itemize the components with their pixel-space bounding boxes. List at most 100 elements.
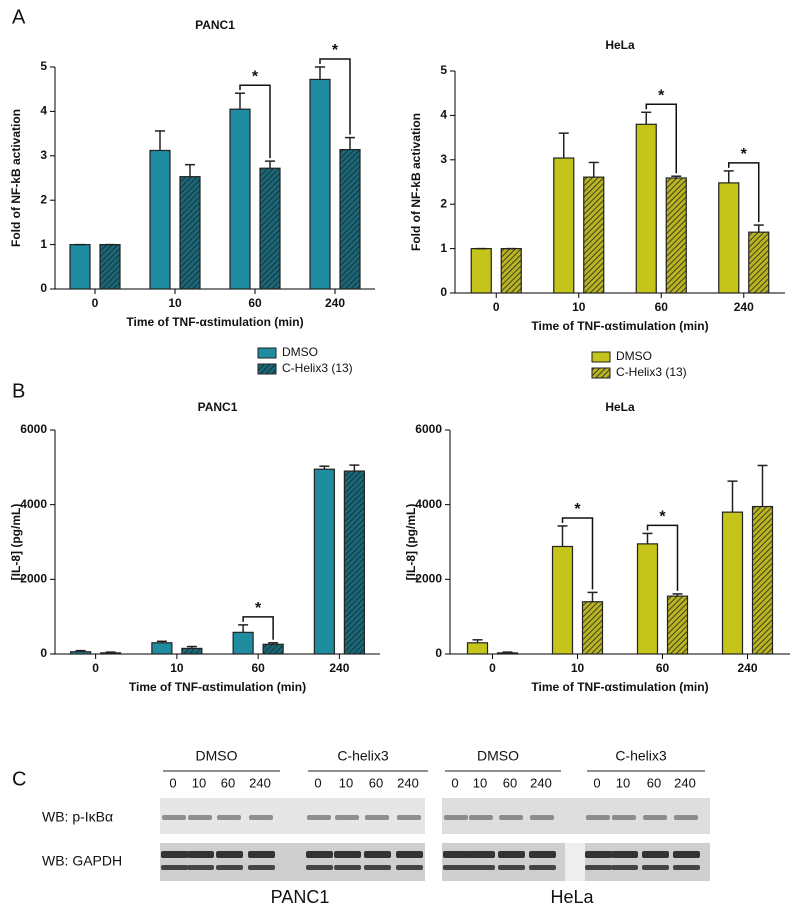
legend-swatch [257,347,277,359]
blot-lane-label: 240 [530,775,552,790]
x-axis-label: Time of TNF-αstimulation (min) [531,319,708,333]
blot-band [642,865,669,870]
legend-label: DMSO [616,349,652,363]
blot-band [529,851,556,858]
blot-band [585,865,612,870]
x-tick-label: 240 [329,661,349,675]
blot-band [612,815,636,820]
significance-label: * [252,68,259,85]
y-tick-label: 3 [40,148,47,162]
error-bar [75,649,86,652]
blot-band [187,865,214,870]
y-tick-label: 1 [440,241,447,255]
blot-band [306,865,333,870]
x-tick-label: 0 [493,300,500,314]
blot-group-label: DMSO [196,748,238,764]
significance-bracket [646,524,679,591]
bar [343,470,365,655]
blot-band [365,815,389,820]
blot-row-label: WB: GAPDH [42,853,122,869]
blot-band [611,851,638,858]
y-tick-label: 4000 [20,497,47,511]
legend-swatch [257,363,277,375]
bar [666,595,689,655]
bar [149,149,171,290]
blot-band [216,851,243,858]
error-bar [642,532,653,544]
blot-row-label: WB: p-IκBα [42,809,113,825]
significance-bracket [319,58,351,135]
blot-group-label: C-helix3 [337,748,389,764]
y-tick-label: 4 [40,104,47,118]
error-bar [349,464,360,472]
blot-lane-label: 60 [647,775,661,790]
x-tick-label: 240 [325,296,345,310]
significance-label: * [255,600,262,617]
chart-title: PANC1 [198,400,238,414]
error-bar [155,130,165,151]
blot-band [498,851,525,858]
y-axis-label: [IL-8] (pg/mL) [9,504,23,581]
bar [496,652,519,655]
blot-lane-label: 0 [169,775,176,790]
blot-band [162,815,186,820]
error-bar [238,624,249,633]
y-tick-label: 0 [40,281,47,295]
bar [232,631,254,655]
error-bar [558,132,569,159]
blot-band [248,865,275,870]
y-tick-label: 0 [40,646,47,660]
bar [581,601,604,655]
bar [470,248,492,294]
blot-lane-label: 10 [192,775,206,790]
bar [721,511,744,655]
blot-band [217,815,241,820]
blot-band [364,851,391,858]
blot-band [469,815,493,820]
error-bar [757,464,768,507]
bar [636,543,659,655]
y-axis-label: Fold of NF-kB activation [409,113,423,251]
x-axis-label: Time of TNF-αstimulation (min) [531,680,708,694]
significance-bracket [561,517,594,590]
x-tick-label: 0 [92,661,99,675]
blot-band [334,865,361,870]
error-bar [319,465,330,470]
panel-label: B [12,380,25,402]
y-tick-label: 4000 [415,497,442,511]
y-tick-label: 3 [440,152,447,166]
significance-bracket [728,162,760,223]
error-bar [235,92,245,110]
y-tick-label: 2 [40,192,47,206]
error-bar [186,645,197,649]
chart-title: HeLa [605,400,635,414]
blot-lane-label: 240 [674,775,696,790]
x-tick-label: 10 [168,296,182,310]
y-tick-label: 1 [40,237,47,251]
blot-band [306,851,333,858]
error-bar [472,639,483,643]
bar [309,78,331,290]
blot-band [364,865,391,870]
error-bar [753,224,764,233]
error-bar [672,593,683,597]
cell-line-label: PANC1 [271,887,330,907]
bar [466,642,489,655]
bar [69,244,91,290]
blot-lane-label: 10 [339,775,353,790]
x-axis-label: Time of TNF-αstimulation (min) [126,315,303,329]
blot-band [216,865,243,870]
x-tick-label: 240 [737,661,757,675]
blot-lane-label: 10 [616,775,630,790]
blot-band [443,851,470,858]
bar [179,176,201,290]
x-tick-label: 60 [655,300,669,314]
y-tick-label: 0 [440,285,447,299]
y-axis-label: Fold of NF-kB activation [9,109,23,247]
blot-gap [565,843,585,881]
error-bar [268,642,279,645]
y-tick-label: 5 [440,63,447,77]
blot-lane-label: 0 [314,775,321,790]
cell-line-label: HeLa [550,887,594,907]
